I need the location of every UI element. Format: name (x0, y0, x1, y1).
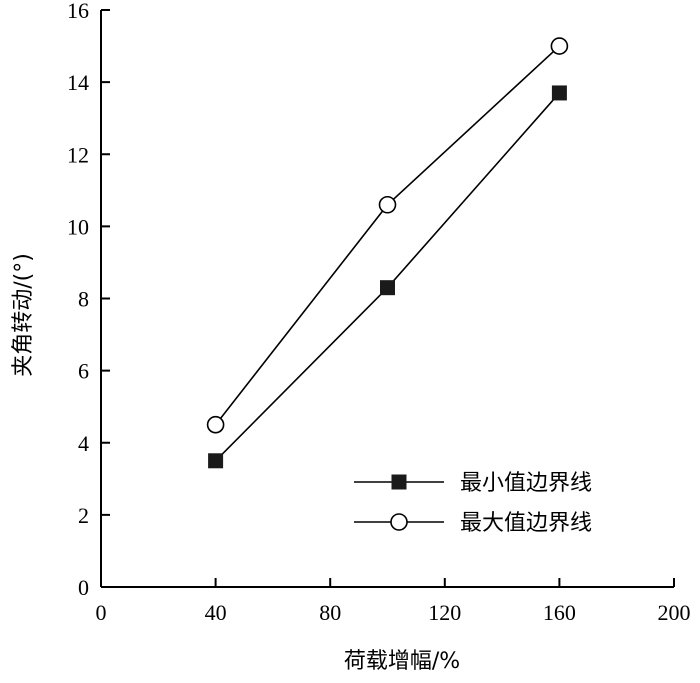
data-point (380, 280, 395, 296)
data-point (378, 195, 397, 214)
y-tick-label: 6 (78, 359, 89, 384)
y-tick-label: 4 (78, 431, 89, 456)
series-layer (206, 37, 569, 469)
legend-item-1: 最小值边界线 (354, 471, 592, 496)
legend-item-2: 最大值边界线 (354, 511, 592, 536)
x-tick-label: 40 (205, 600, 227, 625)
legend-marker (390, 513, 408, 531)
x-tick-label: 120 (428, 600, 461, 625)
x-tick-label: 0 (96, 600, 107, 625)
series-line (215, 92, 560, 462)
y-tick-label: 12 (67, 142, 89, 167)
legend-label: 最大值边界线 (460, 511, 592, 536)
y-tick-label: 8 (78, 287, 89, 312)
series-line (214, 45, 560, 426)
tick-labels: 0 40 80 120 160 200 0 2 4 6 8 10 12 14 16 (67, 0, 691, 625)
y-tick-label: 14 (67, 70, 89, 95)
axes (100, 10, 674, 588)
ticks (100, 9, 675, 588)
legend-label: 最小值边界线 (460, 471, 592, 496)
y-tick-label: 0 (78, 575, 89, 600)
x-axis-title: 荷载增幅/% (344, 649, 460, 674)
y-tick-label: 16 (67, 0, 89, 23)
data-point (551, 85, 567, 101)
x-tick-label: 200 (658, 600, 691, 625)
legend-marker (391, 474, 407, 490)
series-1 (208, 85, 567, 469)
y-tick-label: 10 (67, 214, 89, 239)
data-point (550, 37, 569, 55)
data-point (206, 415, 225, 434)
series-2 (206, 37, 569, 434)
y-axis-title: 夹角转动/(°) (11, 253, 36, 377)
x-tick-label: 80 (319, 600, 341, 625)
y-tick-label: 2 (78, 503, 89, 528)
x-tick-label: 160 (543, 600, 576, 625)
data-point (208, 453, 224, 469)
